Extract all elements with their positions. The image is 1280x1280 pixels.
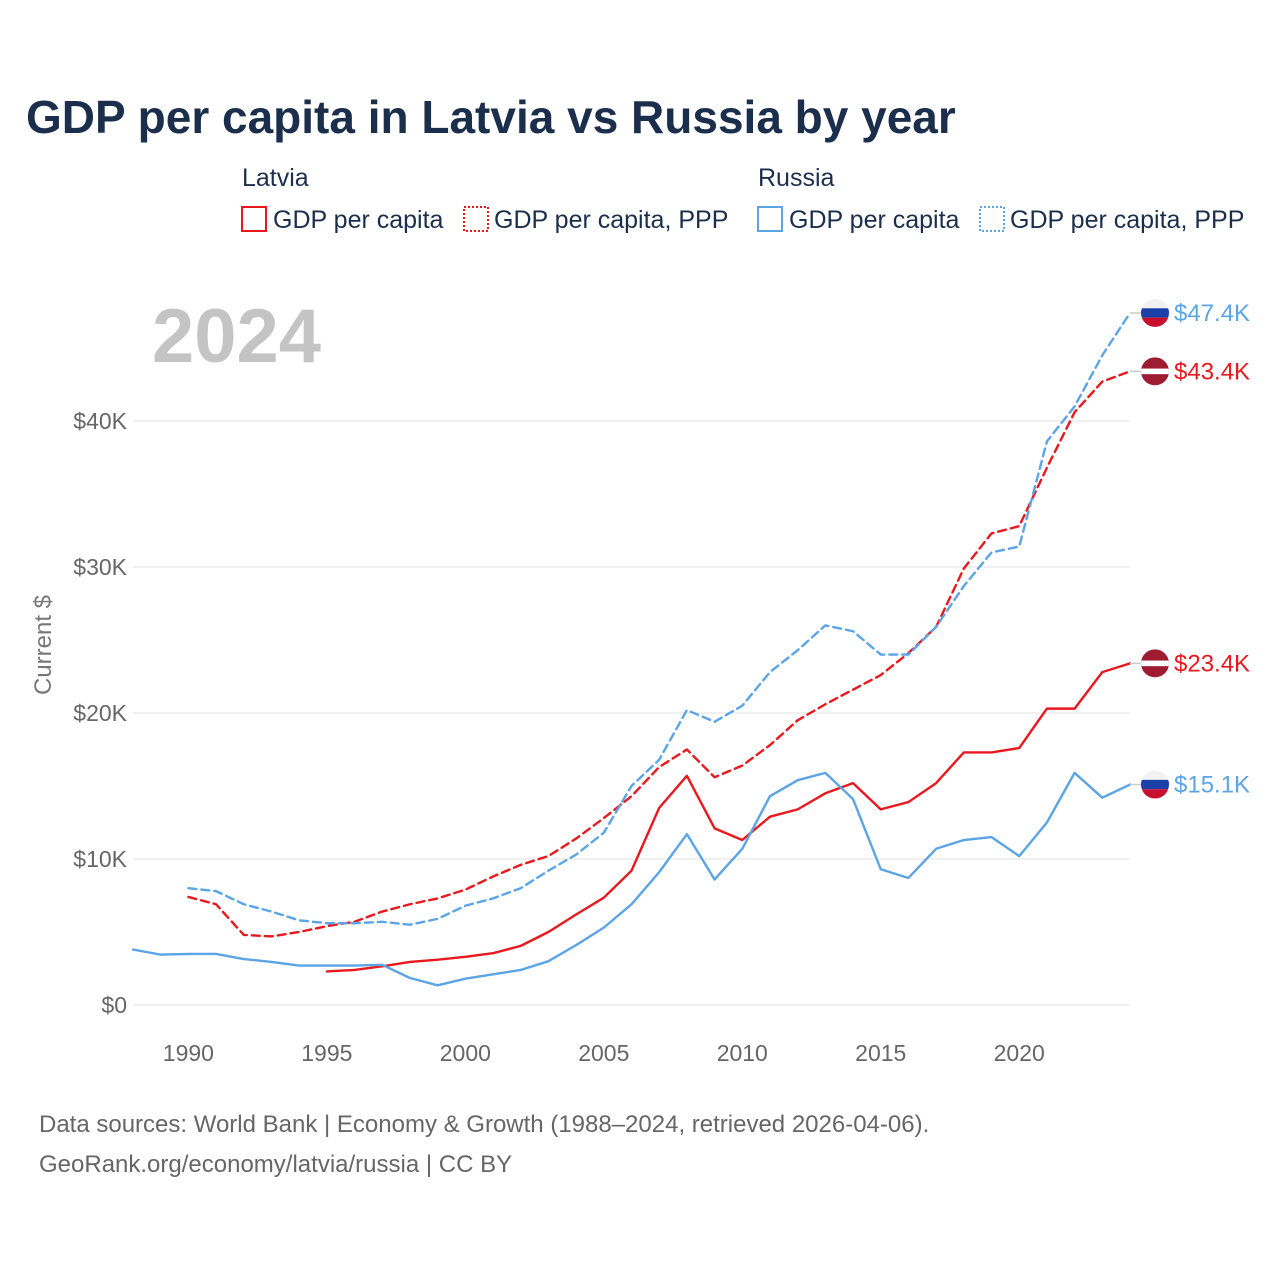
x-tick-label: 2015 bbox=[855, 1040, 906, 1066]
legend-group-russia: Russia bbox=[758, 164, 835, 192]
legend-swatch-russia-gdp[interactable] bbox=[757, 206, 783, 232]
x-tick-label: 2000 bbox=[440, 1040, 491, 1066]
footer-credit[interactable]: GeoRank.org/economy/latvia/russia | CC B… bbox=[39, 1151, 512, 1178]
end-label-russia-gdp-per-capita: $15.1K bbox=[1174, 772, 1250, 799]
legend-group-latvia: Latvia bbox=[242, 164, 309, 192]
flag-latvia-icon bbox=[1141, 649, 1169, 678]
legend-swatch-latvia-gdp[interactable] bbox=[241, 206, 267, 232]
flag-russia-icon bbox=[1141, 298, 1169, 327]
end-label-latvia-gdp-per-capita: $23.4K bbox=[1174, 650, 1250, 677]
y-tick-label: $10K bbox=[73, 846, 127, 872]
line-russia-gdp-per-capita[interactable] bbox=[131, 771, 1132, 987]
flag-latvia-icon bbox=[1141, 357, 1169, 386]
y-tick-label: $30K bbox=[73, 554, 127, 580]
line-latvia-gdp-per-capita-ppp[interactable] bbox=[187, 370, 1132, 938]
line-russia-gdp-per-capita-ppp[interactable] bbox=[187, 311, 1132, 926]
year-display: 2024 bbox=[152, 294, 321, 379]
legend-swatch-russia-gdp-ppp[interactable] bbox=[979, 206, 1005, 232]
x-axis-ticks: 1990 1995 2000 2005 2010 2015 2020 bbox=[163, 1040, 1045, 1066]
chart-title: GDP per capita in Latvia vs Russia by ye… bbox=[26, 91, 956, 143]
y-tick-label: $20K bbox=[73, 700, 127, 726]
legend-label-russia-gdp[interactable]: GDP per capita bbox=[789, 206, 960, 234]
end-label-latvia-gdp-per-capita-ppp: $43.4K bbox=[1174, 358, 1250, 385]
x-tick-label: 2010 bbox=[717, 1040, 768, 1066]
end-label-russia-gdp-per-capita-ppp: $47.4K bbox=[1174, 300, 1250, 327]
legend-label-latvia-gdp[interactable]: GDP per capita bbox=[273, 206, 444, 234]
series-lines bbox=[131, 311, 1132, 987]
x-tick-label: 2005 bbox=[578, 1040, 629, 1066]
legend: Latvia Russia GDP per capita GDP per cap… bbox=[241, 164, 1244, 234]
flag-russia-icon bbox=[1141, 770, 1169, 799]
x-tick-label: 1995 bbox=[301, 1040, 352, 1066]
x-tick-label: 2020 bbox=[994, 1040, 1045, 1066]
x-tick-label: 1990 bbox=[163, 1040, 214, 1066]
footer-sources: Data sources: World Bank | Economy & Gro… bbox=[39, 1111, 929, 1138]
y-tick-label: $0 bbox=[101, 992, 127, 1018]
legend-label-russia-gdp-ppp[interactable]: GDP per capita, PPP bbox=[1010, 206, 1244, 234]
legend-label-latvia-gdp-ppp[interactable]: GDP per capita, PPP bbox=[494, 206, 728, 234]
legend-swatch-latvia-gdp-ppp[interactable] bbox=[463, 206, 489, 232]
y-tick-label: $40K bbox=[73, 408, 127, 434]
line-latvia-gdp-per-capita[interactable] bbox=[325, 662, 1132, 973]
gridlines bbox=[133, 420, 1130, 1006]
y-axis-ticks: $0 $10K $20K $30K $40K bbox=[73, 408, 127, 1018]
y-axis-label: Current $ bbox=[30, 595, 57, 695]
end-markers: $23.4K $43.4K $15.1K $47.4K bbox=[1130, 298, 1250, 799]
